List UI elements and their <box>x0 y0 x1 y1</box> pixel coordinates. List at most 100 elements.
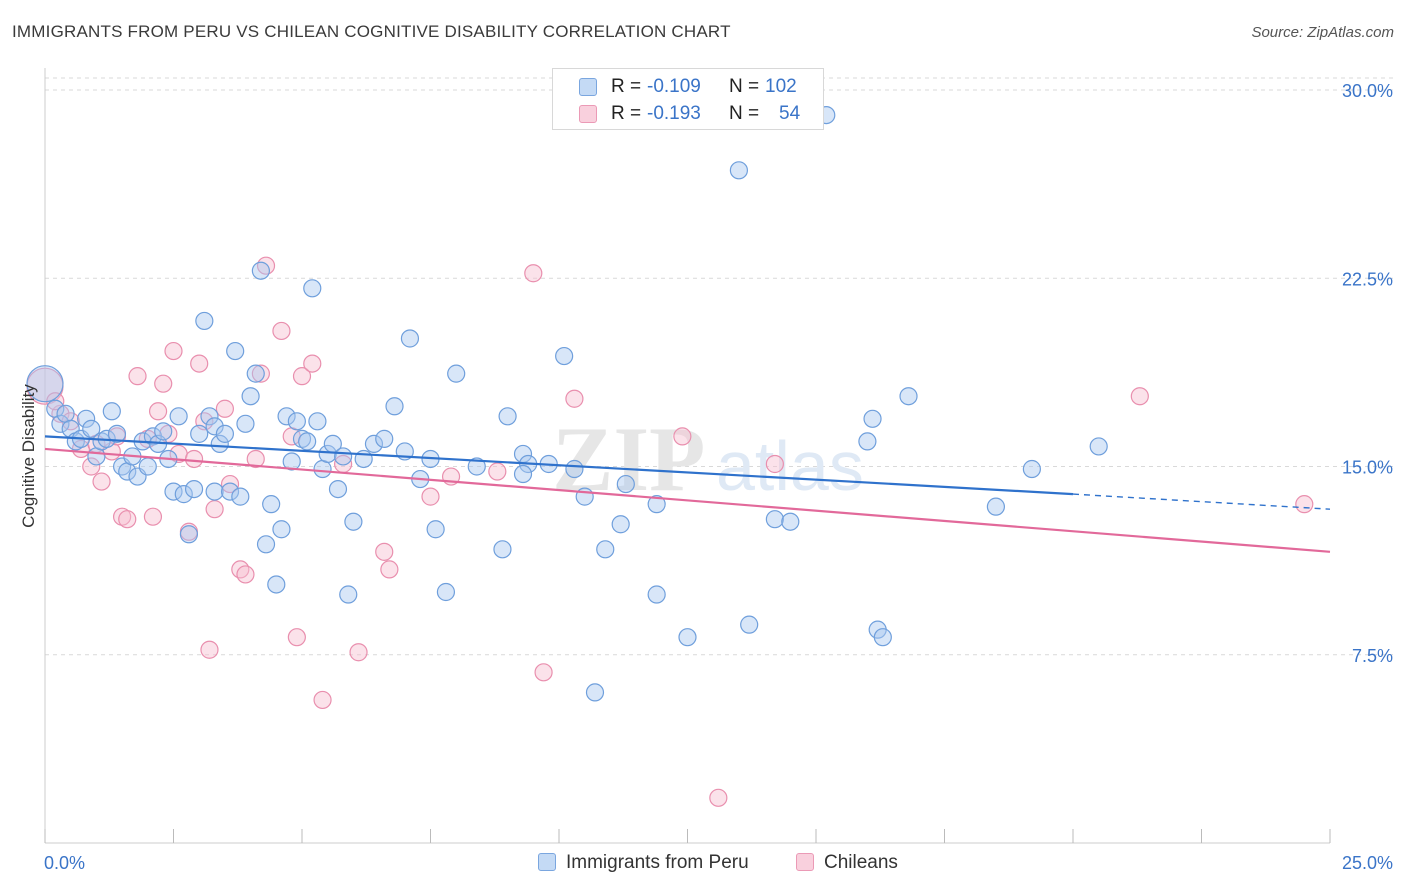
peru-point <box>303 279 322 298</box>
peru-point <box>77 409 96 428</box>
peru-point <box>318 444 337 464</box>
peru-point <box>169 407 188 426</box>
peru-point <box>364 434 384 454</box>
chilean-point <box>148 402 168 421</box>
x-tick-label: 0.0% <box>44 853 85 873</box>
x-tick-label: 25.0% <box>1342 853 1393 873</box>
peru-point <box>328 479 348 499</box>
chilean-point <box>292 367 312 386</box>
peru-point <box>267 575 286 594</box>
peru-point <box>611 515 630 534</box>
peru-point <box>400 329 420 348</box>
peru-point <box>200 407 219 426</box>
peru-point <box>344 512 363 531</box>
peru-point <box>102 402 121 421</box>
peru-point <box>205 417 224 436</box>
peru-point <box>256 535 276 554</box>
peru-n-value: 102 <box>765 76 797 97</box>
stats-legend: R = -0.109 N = 102 R = -0.193 N = 54 <box>552 68 824 130</box>
r-label: R = <box>611 103 642 124</box>
peru-point <box>647 495 666 514</box>
peru-point <box>87 447 106 466</box>
peru-point <box>82 419 101 438</box>
peru-point <box>220 482 240 501</box>
peru-point <box>447 364 466 383</box>
bottom-legend-peru: Immigrants from Peru <box>538 852 749 874</box>
peru-point <box>493 540 512 559</box>
peru-point <box>899 387 918 406</box>
chilean-point <box>524 264 543 283</box>
chilean-point <box>246 449 265 469</box>
chart-title: IMMIGRANTS FROM PERU VS CHILEAN COGNITIV… <box>12 22 731 41</box>
peru-point <box>210 434 229 454</box>
chilean-point <box>82 457 101 476</box>
peru-point <box>174 485 193 504</box>
chilean-point <box>184 449 204 469</box>
peru-trend-line <box>44 435 1074 496</box>
peru-point <box>334 447 353 466</box>
chilean-point <box>220 474 240 494</box>
y-tick-label: 7.5% <box>1352 646 1393 666</box>
chilean-point <box>154 374 173 393</box>
peru-point <box>555 346 574 366</box>
peru-point <box>277 407 296 426</box>
peru-point <box>287 412 306 431</box>
chilean-point <box>313 690 332 710</box>
chilean-point <box>164 341 183 361</box>
peru-point <box>190 424 209 443</box>
peru-point <box>616 474 635 494</box>
chilean-point <box>1295 495 1314 514</box>
peru-point <box>226 341 245 361</box>
chilean-point <box>421 487 440 506</box>
watermark-atlas: atlas <box>716 427 864 505</box>
peru-point <box>765 510 784 529</box>
chilean-point <box>251 364 270 383</box>
trend-lines <box>44 435 1331 553</box>
peru-point <box>298 432 317 451</box>
source-credit: Source: ZipAtlas.com <box>1251 24 1394 41</box>
chile-swatch <box>579 105 597 123</box>
watermark: ZIP atlas <box>552 408 864 510</box>
peru-point <box>246 364 265 383</box>
chilean-point <box>256 256 276 275</box>
peru-point <box>678 628 697 647</box>
chile-r-value: -0.193 <box>647 103 701 124</box>
peru-point <box>740 615 759 634</box>
y-tick-label: 30.0% <box>1342 81 1393 101</box>
peru-point <box>107 424 127 443</box>
peru-point <box>241 387 260 406</box>
y-tick-label: 22.5% <box>1342 269 1393 289</box>
chilean-point <box>143 507 163 526</box>
chile-n-value: 54 <box>779 103 801 124</box>
axes <box>44 68 1331 844</box>
chilean-trend-line <box>44 447 1331 553</box>
y-axis-label: Cognitive Disability <box>19 384 38 528</box>
chilean-point <box>128 367 147 386</box>
peru-point <box>251 261 270 280</box>
peru-swatch <box>579 78 597 96</box>
n-label: N = <box>729 76 760 97</box>
peru-legend-label: Immigrants from Peru <box>566 852 749 873</box>
peru-point <box>436 582 456 602</box>
chilean-point <box>287 628 306 647</box>
peru-point <box>986 497 1006 516</box>
chilean-point <box>205 500 224 519</box>
peru-point <box>781 512 800 531</box>
peru-point <box>138 457 157 476</box>
peru-point <box>205 482 224 501</box>
chilean-point <box>534 663 553 682</box>
chilean-point <box>200 640 219 659</box>
chile-legend-label: Chileans <box>824 852 898 873</box>
chilean-point <box>709 788 728 807</box>
chilean-point <box>565 389 584 408</box>
chilean-point <box>236 565 255 584</box>
peru-point <box>339 585 358 604</box>
peru-point <box>585 683 605 702</box>
peru-point <box>215 424 234 443</box>
chilean-point <box>380 560 399 579</box>
chilean-point <box>375 542 394 561</box>
peru-point <box>195 311 214 331</box>
tick-labels: 7.5% 15.0% 22.5% 30.0% 0.0% 25.0% <box>44 81 1393 873</box>
chilean-point <box>673 427 692 446</box>
chilean-point <box>303 354 322 373</box>
